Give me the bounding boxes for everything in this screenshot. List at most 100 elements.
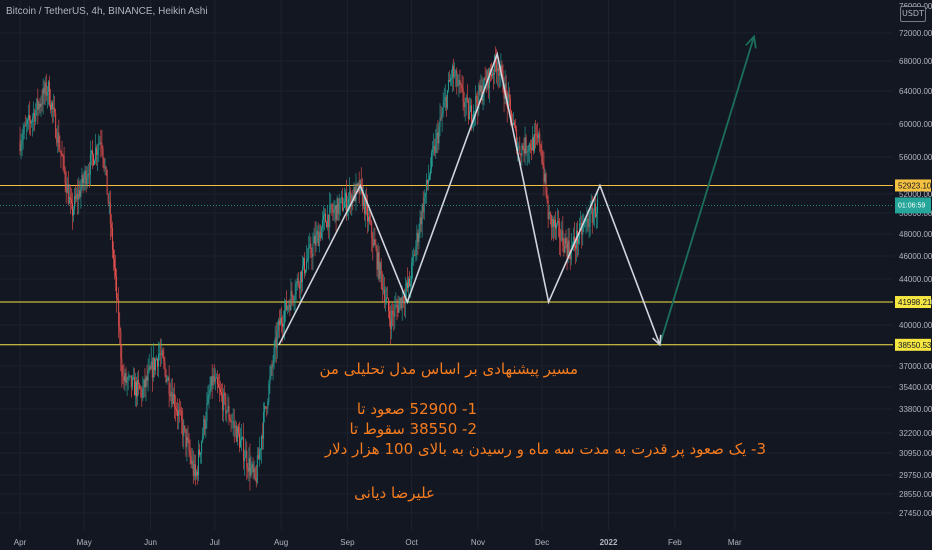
candle-body [263,412,265,439]
candle-body [172,393,174,404]
candle-body [465,97,467,103]
candle-body [98,144,100,151]
candle-body [36,98,38,110]
candle-body [591,207,593,223]
candle-body [160,353,162,355]
candle-body [467,100,469,120]
candle-body [434,145,436,154]
level-price-tag [895,296,931,309]
candle-body [483,77,485,94]
candle-body [230,420,232,423]
candle-body [248,457,250,472]
candle-body [225,395,227,414]
candle-body [388,298,389,312]
candle-body [126,380,128,383]
candle-body [66,184,68,193]
candle-body [108,202,110,204]
candle-body [590,207,592,209]
time-axis[interactable]: Apr May Jun Jul Aug Sep Oct Nov Dec 2022 Feb Mar [0,532,893,550]
candle-body [491,74,492,77]
candle-body [458,79,460,85]
candle-body [229,418,231,421]
candle-body [52,102,53,109]
price-axis[interactable]: 76000.0027450.0028550.0029750.0030950.00… [895,0,932,550]
candle-body [587,218,589,227]
candle-body [71,199,72,204]
candle-body [95,147,97,161]
candle-body [192,460,194,476]
candle-body [236,426,238,442]
candle-body [312,243,314,257]
candle-body [338,203,340,214]
candle-body [594,203,596,217]
candle-body [389,311,391,320]
candle-body [542,162,544,166]
candle-body [419,217,421,233]
candle-body [407,282,408,289]
level-price-tag [895,338,931,351]
candle-body [215,377,217,379]
candle-body [340,197,342,199]
annotation-line-2: 2- 38550 سقوط تا [349,420,477,438]
candle-body [501,65,503,71]
price-tick-label: 50000.00 [899,209,932,218]
candle-body [413,254,415,258]
candle-body [286,300,288,310]
price-tick-label: 37000.00 [899,362,932,371]
candle-body [392,310,394,314]
candle-body [144,379,146,388]
candle-body [169,394,171,397]
candle-body [176,408,177,411]
candle-body [84,170,86,179]
candle-body [575,245,576,249]
candle-body [373,239,375,247]
candle-body [267,401,269,409]
candle-body [455,70,457,76]
candle-body [456,70,458,86]
candle-body [538,133,540,139]
level-price-label: 52923.10 [898,181,932,190]
candle-body [199,449,200,456]
candle-body [567,240,569,257]
candle-body [206,403,208,422]
candle-body [22,133,24,141]
candle-body [139,384,141,389]
candle-body [352,195,354,202]
candle-body [558,220,560,223]
candle-body [115,267,116,276]
candle-body [474,110,476,112]
candle-body [26,119,28,125]
candle-body [520,153,522,156]
candle-body [118,299,120,326]
candles [19,46,598,491]
candle-body [83,178,85,184]
candle-body [59,148,61,151]
candle-body [218,384,219,388]
candle-body [272,363,274,368]
candle-body [179,410,181,412]
candle-body [327,214,329,228]
candle-body [186,437,188,448]
candle-body [496,62,498,72]
candle-body [291,290,293,297]
candle-body [323,215,324,220]
price-tick-label: 52000.00 [899,190,932,199]
candle-body [89,153,91,175]
time-tick-label: Mar [728,538,742,547]
candle-body [461,85,463,89]
candle-body [149,367,151,369]
candle-body [376,248,378,270]
price-tick-label: 72000.00 [899,29,932,38]
candle-body [480,85,482,93]
candle-body [440,118,442,119]
candle-body [120,331,122,359]
candle-body [522,145,524,149]
candle-body [104,166,106,168]
candle-body [132,377,134,379]
candle-body [278,320,280,326]
candle-body [307,257,309,261]
candle-body [31,121,32,124]
candle-body [276,330,278,349]
currency-button[interactable]: USDT [900,6,926,22]
